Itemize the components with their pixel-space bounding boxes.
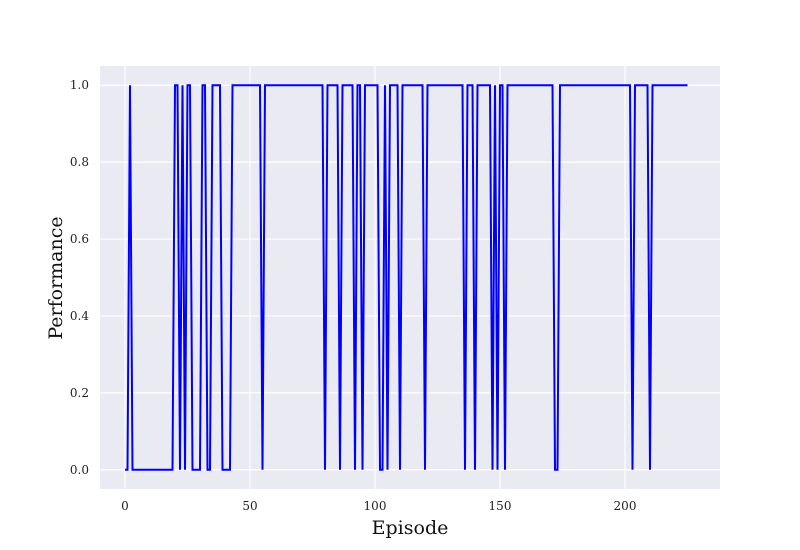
y-tick-labels: 0.0 0.2 0.4 0.6 0.8 1.0 bbox=[70, 78, 89, 477]
y-tick-label: 0.6 bbox=[70, 232, 89, 246]
y-tick-label: 0.2 bbox=[70, 386, 89, 400]
y-tick-label: 0.4 bbox=[70, 309, 89, 323]
y-tick-label: 0.0 bbox=[70, 463, 89, 477]
y-tick-label: 0.8 bbox=[70, 155, 89, 169]
x-tick-label: 200 bbox=[614, 499, 637, 513]
series-line bbox=[125, 84, 688, 471]
x-tick-label: 150 bbox=[489, 499, 512, 513]
plot-area bbox=[100, 66, 720, 489]
x-tick-label: 50 bbox=[242, 499, 257, 513]
x-tick-label: 100 bbox=[364, 499, 387, 513]
x-axis-title: Episode bbox=[372, 517, 449, 539]
series-layer bbox=[125, 84, 688, 471]
x-tick-labels: 0 50 100 150 200 bbox=[121, 499, 636, 513]
y-axis-title: Performance bbox=[45, 216, 67, 339]
x-tick-label: 0 bbox=[121, 499, 129, 513]
y-tick-label: 1.0 bbox=[70, 78, 89, 92]
